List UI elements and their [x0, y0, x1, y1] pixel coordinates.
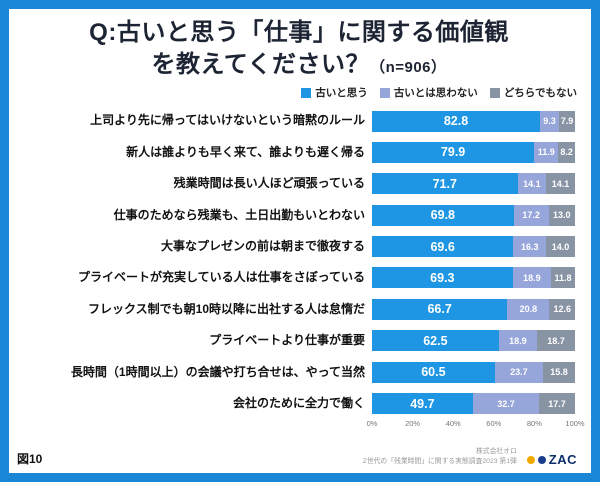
legend-swatch-icon: [301, 87, 312, 98]
legend-item: 古いとは思わない: [379, 85, 478, 100]
category-label: 新人は誰よりも早く来て、誰よりも遅く帰る: [126, 144, 365, 159]
legend-label: 古いと思う: [315, 87, 368, 100]
bar-segment-neither: 12.6: [549, 298, 576, 320]
logo-text: ZAC: [548, 452, 577, 467]
category-label: 長時間（1時間以上）の会議や打ち合せは、やって当然: [70, 364, 365, 379]
chart-panel: Q:古いと思う「仕事」に関する価値観 を教えてください？（n=906） 古いと思…: [9, 9, 591, 473]
bar-track: 71.7 14.1 14.1: [372, 173, 575, 195]
category-label: プライベートより仕事が重要: [209, 333, 365, 348]
bar-segment-disagree: 18.9: [498, 330, 538, 352]
bar-segment-disagree: 16.3: [513, 236, 547, 258]
chart-row: 仕事のためなら残業も、土日出勤もいとわない 69.8 17.2 13.0: [15, 200, 583, 231]
bar-track: 69.3 18.9 11.8: [372, 267, 575, 289]
chart-row: フレックス制でも朝10時以降に出社する人は怠惰だ 66.7 20.8 12.6: [15, 294, 583, 325]
category-label: プライベートが充実している人は仕事をさぼっている: [77, 270, 365, 285]
bar-segment-neither: 13.0: [548, 204, 575, 226]
x-axis-tick: 40%: [445, 419, 461, 429]
bar-segment-agree: 82.8: [372, 110, 541, 132]
bar-segment-disagree: 20.8: [507, 298, 550, 320]
bar-segment-disagree: 17.2: [513, 204, 549, 226]
bar-segment-disagree: 14.1: [517, 173, 547, 195]
category-label: 残業時間は長い人ほど頑張っている: [173, 176, 365, 191]
bar-track: 49.7 32.7 17.7: [372, 393, 575, 415]
chart-row: 会社のために全力で働く 49.7 32.7 17.7: [15, 388, 583, 419]
chart-row: 残業時間は長い人ほど頑張っている 71.7 14.1 14.1: [15, 168, 583, 199]
page-title: Q:古いと思う「仕事」に関する価値観 を教えてください？（n=906）: [15, 17, 583, 80]
bar-segment-neither: 7.9: [558, 110, 575, 132]
bar-segment-disagree: 18.9: [512, 267, 552, 289]
bar-segment-agree: 69.6: [372, 236, 514, 258]
bar-segment-neither: 14.1: [546, 173, 575, 195]
chart-row: 長時間（1時間以上）の会議や打ち合せは、やって当然 60.5 23.7 15.8: [15, 356, 583, 387]
bar-track: 60.5 23.7 15.8: [372, 361, 575, 383]
source-survey: Z世代の「残業時間」に関する実態調査2023 第1弾: [362, 457, 517, 465]
logo-dot-blue-icon: [537, 455, 546, 464]
legend-label: どちらでもない: [503, 87, 577, 100]
bar-track: 79.9 11.9 8.2: [372, 141, 575, 163]
x-axis-tick: 100%: [565, 419, 585, 429]
legend-swatch-icon: [379, 87, 390, 98]
bar-track: 62.5 18.9 18.7: [372, 330, 576, 352]
bar-segment-neither: 18.7: [537, 330, 576, 352]
legend-item: 古いと思う: [301, 85, 368, 100]
x-axis-tick: 80%: [526, 419, 542, 429]
bar-segment-neither: 14.0: [546, 236, 575, 258]
category-label: 大事なプレゼンの前は朝まで徹夜する: [160, 239, 365, 253]
bar-segment-agree: 62.5: [372, 330, 499, 352]
logo-dot-yellow-icon: [526, 455, 535, 464]
chart: 上司より先に帰ってはいけないという暗黙のルール 82.8 9.3 7.9 新人は…: [15, 105, 583, 419]
bar-segment-agree: 69.8: [372, 204, 514, 226]
legend-swatch-icon: [489, 87, 500, 98]
bar-segment-neither: 11.8: [551, 267, 575, 289]
source-note: 株式会社オロ Z世代の「残業時間」に関する実態調査2023 第1弾: [363, 447, 527, 467]
chart-row: プライベートより仕事が重要 62.5 18.9 18.7: [15, 325, 583, 356]
bar-segment-agree: 69.3: [372, 267, 513, 289]
bar-segment-agree: 49.7: [372, 393, 473, 415]
legend-label: 古いとは思わない: [393, 87, 478, 100]
source-company: 株式会社オロ: [476, 447, 517, 455]
bar-segment-agree: 66.7: [372, 298, 508, 320]
title-line2: を教えてください？: [151, 50, 371, 78]
bar-segment-disagree: 11.9: [534, 141, 559, 163]
x-axis-tick: 60%: [486, 419, 502, 429]
bar-segment-neither: 8.2: [558, 141, 575, 163]
chart-row: 大事なプレゼンの前は朝まで徹夜する 69.6 16.3 14.0: [15, 231, 583, 262]
x-axis: 0% 20% 40% 60% 80% 100%: [15, 419, 585, 431]
bar-segment-disagree: 32.7: [472, 393, 540, 415]
legend-item: どちらでもない: [489, 85, 577, 100]
bar-segment-agree: 79.9: [372, 141, 535, 163]
legend: 古いと思う 古いとは思わない どちらでもない: [15, 85, 577, 100]
bar-segment-disagree: 23.7: [494, 361, 543, 383]
x-axis-spacer: [15, 419, 372, 431]
bar-segment-neither: 15.8: [542, 361, 575, 383]
figure-label: 図10: [17, 452, 43, 466]
chart-row: 上司より先に帰ってはいけないという暗黙のルール 82.8 9.3 7.9: [15, 105, 583, 136]
x-axis-tick: 20%: [405, 419, 421, 429]
zac-logo: ZAC: [526, 452, 581, 467]
category-label: 会社のために全力で働く: [232, 395, 365, 410]
sample-size: （n=906）: [370, 58, 447, 76]
category-label: 仕事のためなら残業も、土日出勤もいとわない: [113, 207, 365, 222]
bar-track: 69.6 16.3 14.0: [372, 236, 575, 258]
footer: 図10 株式会社オロ Z世代の「残業時間」に関する実態調査2023 第1弾 ZA…: [15, 447, 583, 469]
bar-track: 69.8 17.2 13.0: [372, 204, 575, 226]
chart-row: 新人は誰よりも早く来て、誰よりも遅く帰る 79.9 11.9 8.2: [15, 137, 583, 168]
title-line1: Q:古いと思う「仕事」に関する価値観: [89, 19, 509, 46]
bar-track: 82.8 9.3 7.9: [372, 110, 575, 132]
bar-segment-disagree: 9.3: [540, 110, 559, 132]
category-label: フレックス制でも朝10時以降に出社する人は怠惰だ: [88, 301, 365, 316]
category-label: 上司より先に帰ってはいけないという暗黙のルール: [90, 113, 365, 128]
x-axis-track: 0% 20% 40% 60% 80% 100%: [367, 419, 585, 431]
x-axis-tick: 0%: [366, 419, 378, 429]
bar-track: 66.7 20.8 12.6: [372, 298, 576, 320]
bar-segment-neither: 17.7: [539, 393, 575, 415]
bar-segment-agree: 60.5: [372, 361, 495, 383]
chart-row: プライベートが充実している人は仕事をさぼっている 69.3 18.9 11.8: [15, 262, 583, 293]
bar-segment-agree: 71.7: [372, 173, 518, 195]
